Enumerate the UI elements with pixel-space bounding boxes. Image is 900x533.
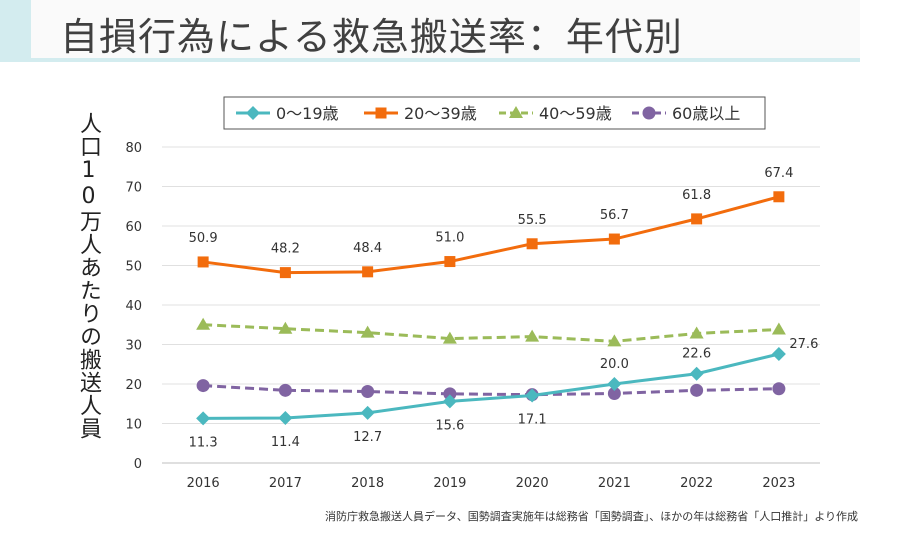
data-label: 15.6 — [435, 418, 464, 433]
title-bar — [31, 0, 860, 62]
data-point — [278, 321, 293, 334]
data-point — [689, 326, 704, 339]
data-point — [773, 191, 785, 203]
data-label: 17.1 — [518, 412, 547, 427]
data-point — [375, 107, 387, 119]
data-label: 56.7 — [600, 208, 629, 223]
data-label: 67.4 — [764, 166, 793, 181]
y-axis-label: 人口10万人あたりの搬送人員 — [76, 112, 101, 440]
data-point — [525, 329, 540, 342]
legend-label: 60歳以上 — [672, 104, 740, 123]
title-accent-bar — [0, 0, 31, 62]
x-tick-label: 2021 — [598, 476, 631, 491]
data-label: 27.6 — [789, 337, 818, 352]
legend — [223, 96, 766, 130]
data-point — [278, 410, 293, 425]
series-line — [203, 323, 779, 343]
x-tick-label: 2020 — [516, 476, 549, 491]
data-point — [360, 325, 375, 338]
data-label: 55.5 — [518, 213, 547, 228]
data-point — [771, 322, 786, 335]
x-tick-label: 2016 — [187, 476, 220, 491]
data-point — [607, 334, 622, 347]
data-label: 11.4 — [271, 435, 300, 450]
data-point — [278, 383, 292, 397]
data-point — [444, 256, 456, 268]
data-point — [442, 394, 457, 409]
data-label: 51.0 — [435, 231, 464, 246]
y-tick-label: 10 — [125, 418, 142, 433]
data-point — [509, 106, 523, 118]
data-point — [608, 233, 620, 245]
data-point — [196, 379, 210, 393]
series-line — [203, 384, 779, 397]
data-point — [771, 346, 786, 361]
data-point — [525, 388, 540, 403]
data-label: 22.6 — [682, 347, 711, 362]
data-point — [361, 385, 375, 399]
data-label: 12.7 — [353, 430, 382, 445]
data-label: 11.3 — [189, 435, 218, 450]
source-note: 消防庁救急搬送人員データ、国勢調査実施年は総務省「国勢調査」、ほかの年は総務省「… — [325, 510, 858, 523]
data-point — [607, 377, 622, 391]
data-point — [196, 317, 211, 330]
series-line — [203, 352, 780, 420]
legend-label: 40〜59歳 — [539, 104, 612, 123]
y-tick-label: 30 — [125, 339, 142, 354]
y-tick-label: 40 — [125, 299, 142, 314]
data-point — [689, 366, 704, 381]
page-title: 自損行為による救急搬送率：年代別 — [60, 15, 683, 59]
y-tick-label: 20 — [125, 378, 142, 393]
series-line — [202, 195, 780, 275]
y-tick-label: 70 — [125, 181, 142, 196]
x-tick-label: 2023 — [762, 476, 795, 491]
data-label: 48.2 — [271, 242, 300, 257]
y-tick-label: 80 — [125, 141, 142, 156]
data-point — [526, 238, 538, 250]
y-tick-label: 50 — [125, 260, 142, 275]
y-tick-label: 0 — [134, 457, 142, 472]
legend-label: 0〜19歳 — [276, 104, 339, 123]
data-point — [607, 386, 621, 400]
y-tick-label: 60 — [125, 220, 142, 235]
legend-label: 20〜39歳 — [404, 104, 477, 123]
data-label: 20.0 — [600, 357, 629, 372]
data-point — [362, 266, 374, 278]
data-point — [772, 382, 786, 396]
data-point — [691, 213, 703, 225]
x-tick-label: 2018 — [351, 476, 384, 491]
data-point — [246, 106, 260, 120]
x-tick-label: 2019 — [433, 476, 466, 491]
data-point — [690, 383, 704, 397]
x-tick-label: 2022 — [680, 476, 713, 491]
data-label: 48.4 — [353, 241, 382, 256]
data-point — [196, 411, 211, 426]
x-tick-label: 2017 — [269, 476, 302, 491]
data-label: 50.9 — [189, 231, 218, 246]
data-point — [360, 405, 375, 420]
data-point — [642, 106, 656, 120]
data-point — [197, 256, 209, 268]
data-point — [279, 267, 291, 279]
data-label: 61.8 — [682, 188, 711, 203]
data-point — [443, 387, 457, 401]
data-point — [442, 331, 457, 344]
